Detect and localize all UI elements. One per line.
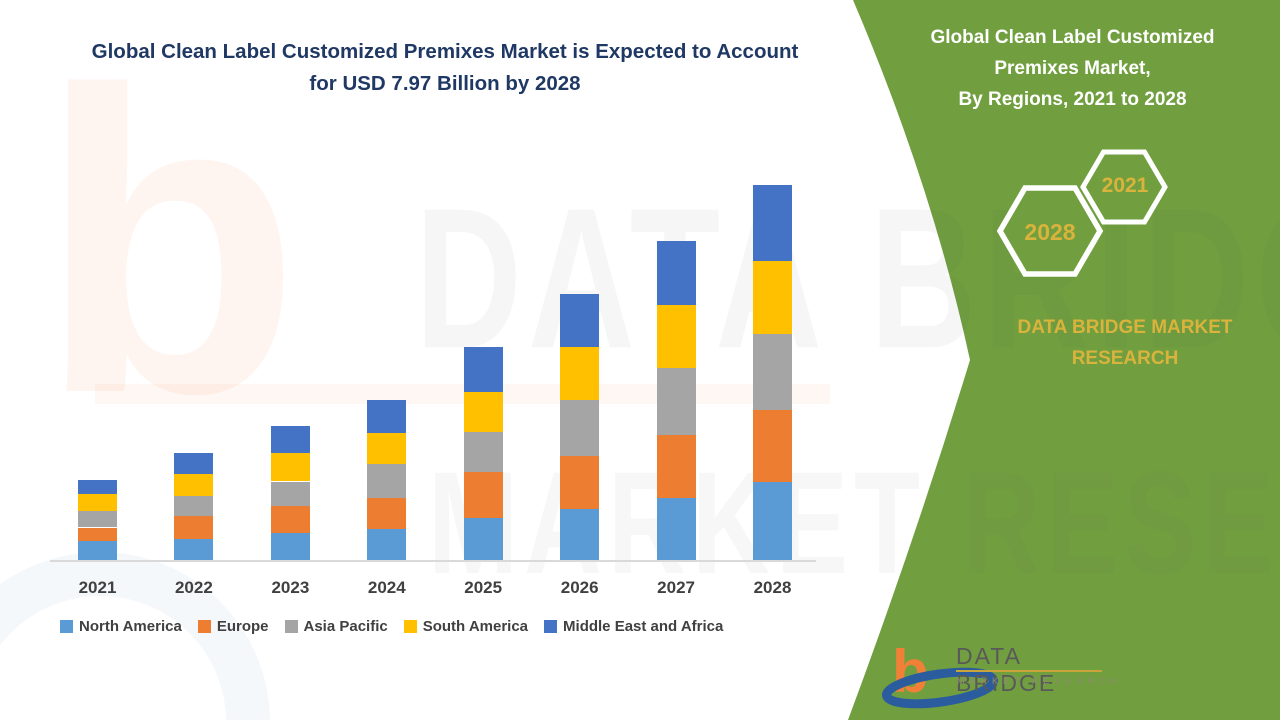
bar-segment-north-america-2022 [174, 539, 214, 560]
bar-segment-north-america-2026 [560, 508, 600, 560]
bar-segment-europe-2028 [753, 410, 792, 482]
x-axis-label-2028: 2028 [753, 578, 792, 597]
legend-label: Middle East and Africa [563, 618, 724, 635]
bar-chart: 2021 2022 2023 2024 2025 2026 2027 2028 [78, 185, 792, 597]
bar-segment-north-america-2027 [656, 498, 696, 560]
bar-segment-south-america-2021 [78, 494, 117, 512]
legend-item-asia-pacific: Asia Pacific [284, 618, 388, 635]
side-panel-brand-line1: DATA BRIDGE MARKET [1017, 317, 1233, 338]
watermark-band [95, 384, 830, 404]
logo-b-glyph: b [892, 638, 929, 705]
x-axis-label-2027: 2027 [657, 578, 695, 597]
bar-segment-south-america-2022 [174, 474, 214, 497]
legend-label: South America [422, 618, 529, 635]
logo-swoosh-icon [881, 667, 999, 709]
side-panel-heading-line3: By Regions, 2021 to 2028 [958, 89, 1187, 110]
bar-segment-south-america-2028 [753, 260, 792, 334]
x-axis-label-2022: 2022 [174, 578, 213, 597]
bar-segment-asia-pacific-2022 [174, 496, 214, 517]
bar-segment-asia-pacific-2027 [656, 367, 696, 435]
side-panel-brand-line2: RESEARCH [1071, 348, 1179, 369]
side-panel-brand: DATA BRIDGE MARKET RESEARCH [975, 312, 1275, 374]
hexagon-2028-icon [996, 185, 1104, 277]
bar-segment-middle-east-and-africa-2026 [560, 293, 600, 347]
bar-segment-asia-pacific-2026 [560, 399, 600, 456]
side-panel-heading: Global Clean Label Customized Premixes M… [900, 22, 1245, 115]
chart-legend: North America Europe Asia Pacific South Ame… [60, 618, 723, 635]
bar-segment-north-america-2021 [78, 540, 117, 560]
x-axis-label-2026: 2026 [560, 578, 599, 597]
bar-segment-north-america-2023 [270, 533, 310, 560]
chart-title: Global Clean Label Customized Premixes M… [40, 36, 850, 100]
bar-segment-asia-pacific-2025 [463, 432, 503, 473]
x-axis-label-2024: 2024 [367, 578, 406, 597]
chart-title-line1: Global Clean Label Customized Premixes M… [91, 40, 799, 63]
side-panel-shape [848, 0, 1280, 720]
watermark-b-icon: b [38, 3, 301, 483]
hexagon-label-2021: 2021 [1101, 174, 1149, 197]
data-bridge-logo-icon: b [881, 638, 999, 709]
logo-brand-text: DATA BRIDGE [956, 643, 1057, 696]
bar-segment-south-america-2025 [463, 392, 503, 433]
bar-segment-asia-pacific-2021 [78, 511, 117, 528]
legend-label: Europe [216, 618, 269, 635]
bar-segment-north-america-2024 [367, 529, 407, 560]
x-axis-label-2021: 2021 [78, 578, 117, 597]
logo-underline [956, 670, 1102, 672]
legend-swatch-icon [544, 620, 558, 633]
bar-segment-south-america-2024 [367, 433, 407, 465]
bar-segment-middle-east-and-africa-2024 [367, 400, 407, 434]
hexagon-2021-icon [1080, 149, 1168, 225]
legend-label: North America [79, 618, 182, 635]
chart-title-line2: for USD 7.97 Billion by 2028 [309, 72, 581, 95]
bar-segment-middle-east-and-africa-2027 [656, 240, 696, 305]
side-panel-heading-line1: Global Clean Label Customized [930, 27, 1215, 48]
bar-segment-europe-2026 [560, 455, 600, 509]
side-panel-heading-line2: Premixes Market, [994, 58, 1151, 79]
bar-segment-europe-2024 [367, 498, 407, 529]
bar-segment-europe-2025 [463, 472, 503, 519]
bar-segment-south-america-2027 [656, 304, 696, 368]
legend-swatch-icon [60, 620, 73, 633]
bar-segment-asia-pacific-2024 [367, 464, 407, 498]
bar-segment-middle-east-and-africa-2028 [753, 185, 792, 261]
x-axis-label-2025: 2025 [464, 578, 503, 597]
bar-segment-europe-2021 [78, 527, 117, 541]
legend-item-europe: Europe [197, 618, 269, 635]
legend-label: Asia Pacific [303, 618, 388, 635]
legend-item-south-america: South America [403, 618, 529, 635]
x-axis-label-2023: 2023 [271, 578, 310, 597]
legend-item-north-america: North America [60, 618, 182, 635]
bar-segment-asia-pacific-2028 [753, 333, 792, 410]
legend-swatch-icon [284, 620, 298, 633]
bar-segment-asia-pacific-2023 [270, 481, 310, 507]
bar-segment-middle-east-and-africa-2021 [78, 480, 117, 495]
bar-segment-europe-2023 [270, 506, 310, 534]
bar-segment-south-america-2023 [270, 453, 310, 482]
bar-segment-middle-east-and-africa-2025 [463, 347, 503, 393]
x-axis-line [50, 560, 816, 562]
bar-segment-north-america-2025 [463, 518, 503, 560]
bar-segment-europe-2022 [174, 516, 214, 540]
hexagon-label-2028: 2028 [1024, 219, 1076, 245]
logo-sub-text: MARKET RESEARCH [957, 676, 1122, 686]
bar-segment-south-america-2026 [560, 346, 600, 400]
bar-segment-middle-east-and-africa-2022 [174, 452, 214, 474]
bar-segment-middle-east-and-africa-2023 [270, 426, 310, 454]
legend-swatch-icon [197, 620, 211, 633]
legend-item-middle-east-and-africa: Middle East and Africa [544, 618, 723, 635]
legend-swatch-icon [403, 620, 417, 633]
bar-segment-europe-2027 [656, 435, 696, 498]
bar-segment-north-america-2028 [753, 482, 792, 560]
